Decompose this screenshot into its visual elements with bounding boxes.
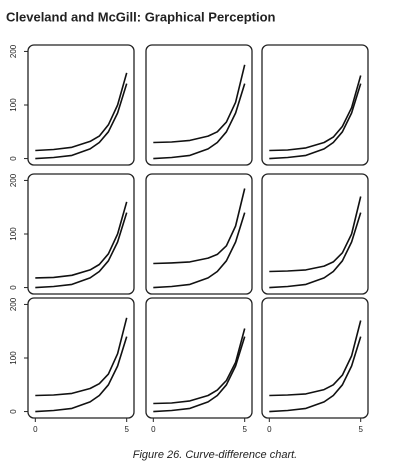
curve [35, 72, 128, 152]
y-tick-label: 200 [9, 173, 18, 187]
curve [153, 83, 246, 160]
panel-frame [261, 44, 369, 166]
curve [153, 328, 246, 405]
curve [269, 212, 362, 289]
panel-frame [27, 297, 135, 419]
y-tick-label: 100 [9, 351, 18, 365]
curve [153, 336, 246, 413]
curve [35, 317, 128, 397]
x-tick-label: 0 [151, 425, 156, 434]
curve [269, 83, 362, 160]
x-tick-label: 0 [267, 425, 272, 434]
y-tick-label: 0 [9, 156, 18, 161]
x-tick-label: 0 [33, 425, 38, 434]
y-tick-label: 200 [9, 44, 18, 58]
curve [269, 336, 362, 413]
curve [269, 320, 362, 397]
x-tick-label: 5 [242, 425, 247, 434]
figure-caption: Figure 26. Curve-difference chart. [133, 449, 297, 461]
curve [153, 64, 246, 144]
panel-frame [145, 173, 253, 295]
panel-frame [261, 297, 369, 419]
y-tick-label: 100 [9, 98, 18, 112]
curve [153, 188, 246, 265]
x-tick-label: 5 [358, 425, 363, 434]
page-title: Cleveland and McGill: Graphical Percepti… [6, 9, 276, 24]
panel-frame [145, 297, 253, 419]
curve [35, 201, 128, 279]
panel-frame [145, 44, 253, 166]
curve [269, 75, 362, 152]
panel-frame [261, 173, 369, 295]
y-tick-label: 100 [9, 227, 18, 241]
y-tick-label: 0 [9, 409, 18, 414]
y-tick-label: 200 [9, 297, 18, 311]
x-tick-label: 5 [124, 425, 129, 434]
curve [153, 212, 246, 289]
curve [35, 336, 128, 413]
curve [35, 83, 128, 160]
curve [269, 196, 362, 273]
curve [35, 212, 128, 289]
y-tick-label: 0 [9, 285, 18, 290]
